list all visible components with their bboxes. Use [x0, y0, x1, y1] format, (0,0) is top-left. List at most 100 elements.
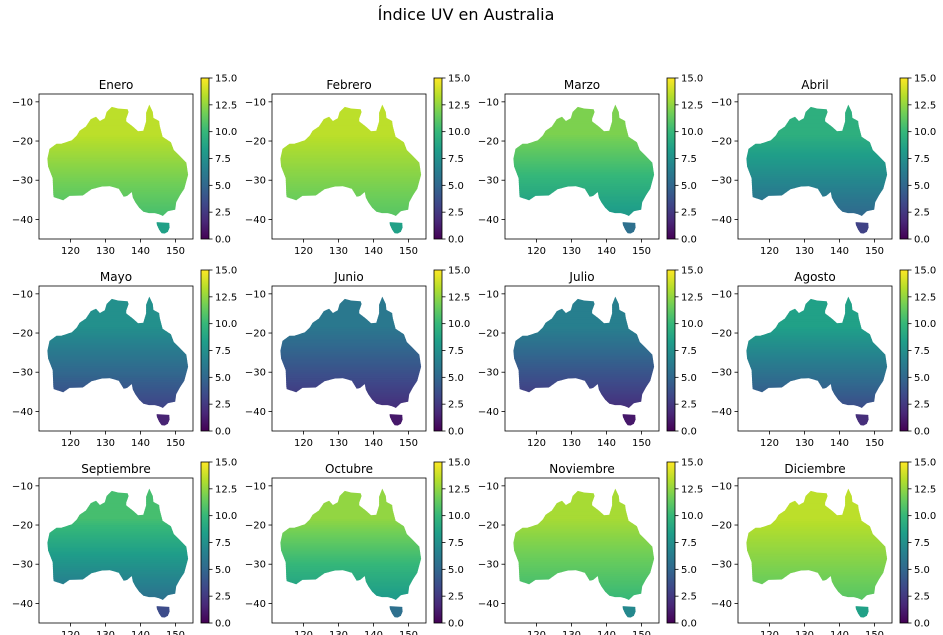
colorbar-tick-label: 15.0 [914, 266, 936, 277]
y-tick-label: −30 [478, 560, 499, 571]
x-tick-label: 130 [329, 246, 348, 257]
colorbar-tick-label: 12.5 [215, 100, 237, 111]
x-tick-label: 140 [830, 438, 849, 449]
colorbar-tick-label: 10.0 [914, 127, 936, 138]
colorbar-tick-label: 7.5 [681, 346, 697, 357]
y-tick-label: −40 [245, 215, 266, 226]
small-multiples-grid: Enero 120 130 140 150 −10 −20 −30 −40 0.0 2.5 5.0 7.… [12, 74, 936, 635]
colorbar-tick-label: 12.5 [448, 292, 470, 303]
y-tick-label: −40 [711, 407, 732, 418]
colorbar [433, 461, 443, 624]
axes-frame [38, 477, 194, 624]
colorbar-tick-label: 2.5 [681, 400, 697, 411]
colorbar-tick-label: 0.0 [914, 235, 930, 246]
colorbar-tick-label: 15.0 [215, 266, 237, 277]
y-tick-label: −20 [711, 137, 732, 148]
panel-title: Junio [333, 270, 363, 284]
x-tick-label: 140 [131, 246, 150, 257]
x-tick-label: 130 [96, 246, 115, 257]
panel-title: Mayo [100, 270, 132, 284]
colorbar-tick-label: 7.5 [681, 154, 697, 165]
colorbar-tick-label: 7.5 [215, 538, 231, 549]
axes-frame [271, 93, 427, 240]
y-tick-label: −10 [245, 97, 266, 108]
colorbar-tick-label: 12.5 [914, 100, 936, 111]
y-tick-label: −10 [245, 289, 266, 300]
y-tick-label: −10 [478, 97, 499, 108]
y-tick-label: −30 [711, 560, 732, 571]
colorbar [666, 461, 676, 624]
x-tick-label: 140 [364, 630, 383, 635]
y-tick-label: −40 [12, 407, 33, 418]
colorbar-tick-label: 2.5 [448, 208, 464, 219]
x-tick-label: 140 [364, 246, 383, 257]
colorbar-tick-label: 5.0 [448, 373, 464, 384]
colorbar-tick-label: 15.0 [681, 266, 703, 277]
x-tick-label: 120 [294, 630, 313, 635]
colorbar-tick-label: 10.0 [215, 319, 237, 330]
uv-field [47, 104, 189, 234]
x-tick-label: 150 [632, 246, 651, 257]
y-tick-label: −40 [711, 215, 732, 226]
colorbar-tick-label: 2.5 [215, 208, 231, 219]
colorbar-tick-label: 12.5 [448, 100, 470, 111]
y-tick-label: −20 [245, 521, 266, 532]
axes-frame [737, 93, 893, 240]
panel-title: Julio [568, 270, 594, 284]
axes-frame [737, 285, 893, 432]
y-tick-label: −10 [711, 481, 732, 492]
colorbar-tick-label: 0.0 [681, 427, 697, 438]
x-tick-label: 140 [830, 246, 849, 257]
map-panel: Agosto 120 130 140 150 −10 −20 −30 −40 0.0 2.5 5.0 7… [711, 266, 936, 450]
colorbar-tick-label: 10.0 [448, 511, 470, 522]
x-tick-label: 130 [795, 246, 814, 257]
y-tick-label: −20 [245, 137, 266, 148]
colorbar-tick-label: 15.0 [448, 458, 470, 469]
colorbar-tick-label: 0.0 [215, 427, 231, 438]
colorbar-tick-label: 12.5 [681, 292, 703, 303]
x-tick-label: 140 [830, 630, 849, 635]
x-tick-label: 120 [760, 630, 779, 635]
y-tick-label: −10 [711, 97, 732, 108]
y-tick-label: −40 [245, 407, 266, 418]
y-tick-label: −20 [12, 137, 33, 148]
y-tick-label: −10 [711, 289, 732, 300]
x-tick-label: 150 [399, 438, 418, 449]
x-tick-label: 130 [329, 438, 348, 449]
colorbar-tick-label: 12.5 [681, 484, 703, 495]
map-panel: Junio 120 130 140 150 −10 −20 −30 −40 0.0 2.5 5.0 7.… [245, 266, 470, 450]
x-tick-label: 130 [562, 438, 581, 449]
y-tick-label: −20 [478, 137, 499, 148]
uv-field [513, 296, 655, 426]
colorbar-tick-label: 7.5 [914, 538, 930, 549]
x-tick-label: 130 [795, 630, 814, 635]
map-panel: Noviembre 120 130 140 150 −10 −20 −30 −40 0.0 2.5 5… [478, 458, 703, 635]
colorbar-tick-label: 15.0 [448, 266, 470, 277]
y-tick-label: −10 [245, 481, 266, 492]
colorbar-tick-label: 2.5 [215, 400, 231, 411]
colorbar-tick-label: 5.0 [215, 181, 231, 192]
y-tick-label: −40 [245, 599, 266, 610]
colorbar-tick-label: 7.5 [681, 538, 697, 549]
colorbar-tick-label: 15.0 [914, 458, 936, 469]
map-panel: Mayo 120 130 140 150 −10 −20 −30 −40 0.0 2.5 5.0 7.5… [12, 266, 237, 450]
x-tick-label: 120 [527, 438, 546, 449]
colorbar-tick-label: 7.5 [215, 346, 231, 357]
x-tick-label: 140 [597, 630, 616, 635]
colorbar [200, 461, 210, 624]
y-tick-label: −10 [12, 289, 33, 300]
uv-field [746, 296, 888, 426]
x-tick-label: 150 [632, 438, 651, 449]
panel-title: Octubre [325, 462, 373, 476]
panel-title: Enero [99, 78, 134, 92]
colorbar-tick-label: 2.5 [914, 400, 930, 411]
y-tick-label: −20 [478, 521, 499, 532]
colorbar-tick-label: 10.0 [681, 511, 703, 522]
colorbar-tick-label: 12.5 [215, 484, 237, 495]
x-tick-label: 150 [399, 246, 418, 257]
panel-title: Septiembre [81, 462, 150, 476]
colorbar-tick-label: 5.0 [681, 373, 697, 384]
colorbar-tick-label: 10.0 [914, 511, 936, 522]
panel-title: Marzo [564, 78, 600, 92]
